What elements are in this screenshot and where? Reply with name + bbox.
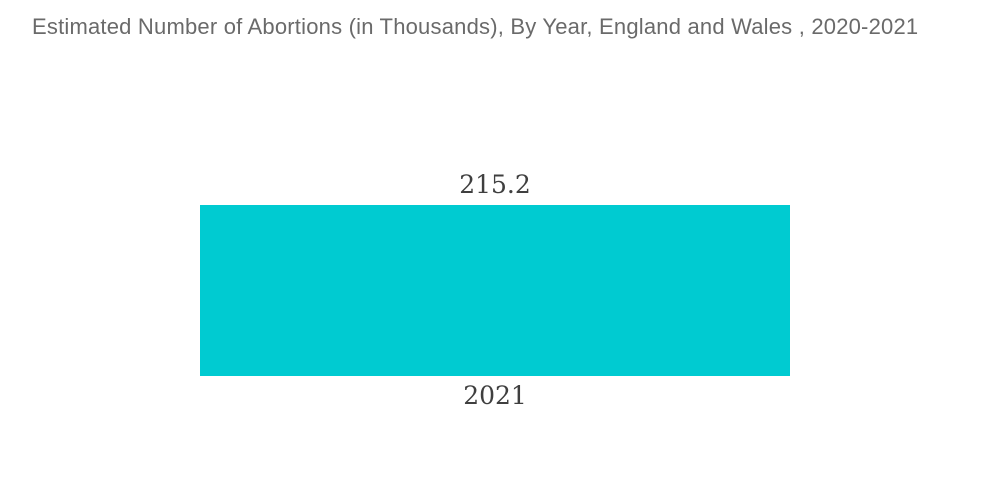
bar-value-label: 215.2 xyxy=(459,170,531,199)
x-axis-tick-label-2021: 2021 xyxy=(463,381,527,410)
plot-area: 215.2 2021 xyxy=(200,0,790,504)
bar-2021 xyxy=(200,205,790,376)
chart-title: Estimated Number of Abortions (in Thousa… xyxy=(32,14,919,39)
